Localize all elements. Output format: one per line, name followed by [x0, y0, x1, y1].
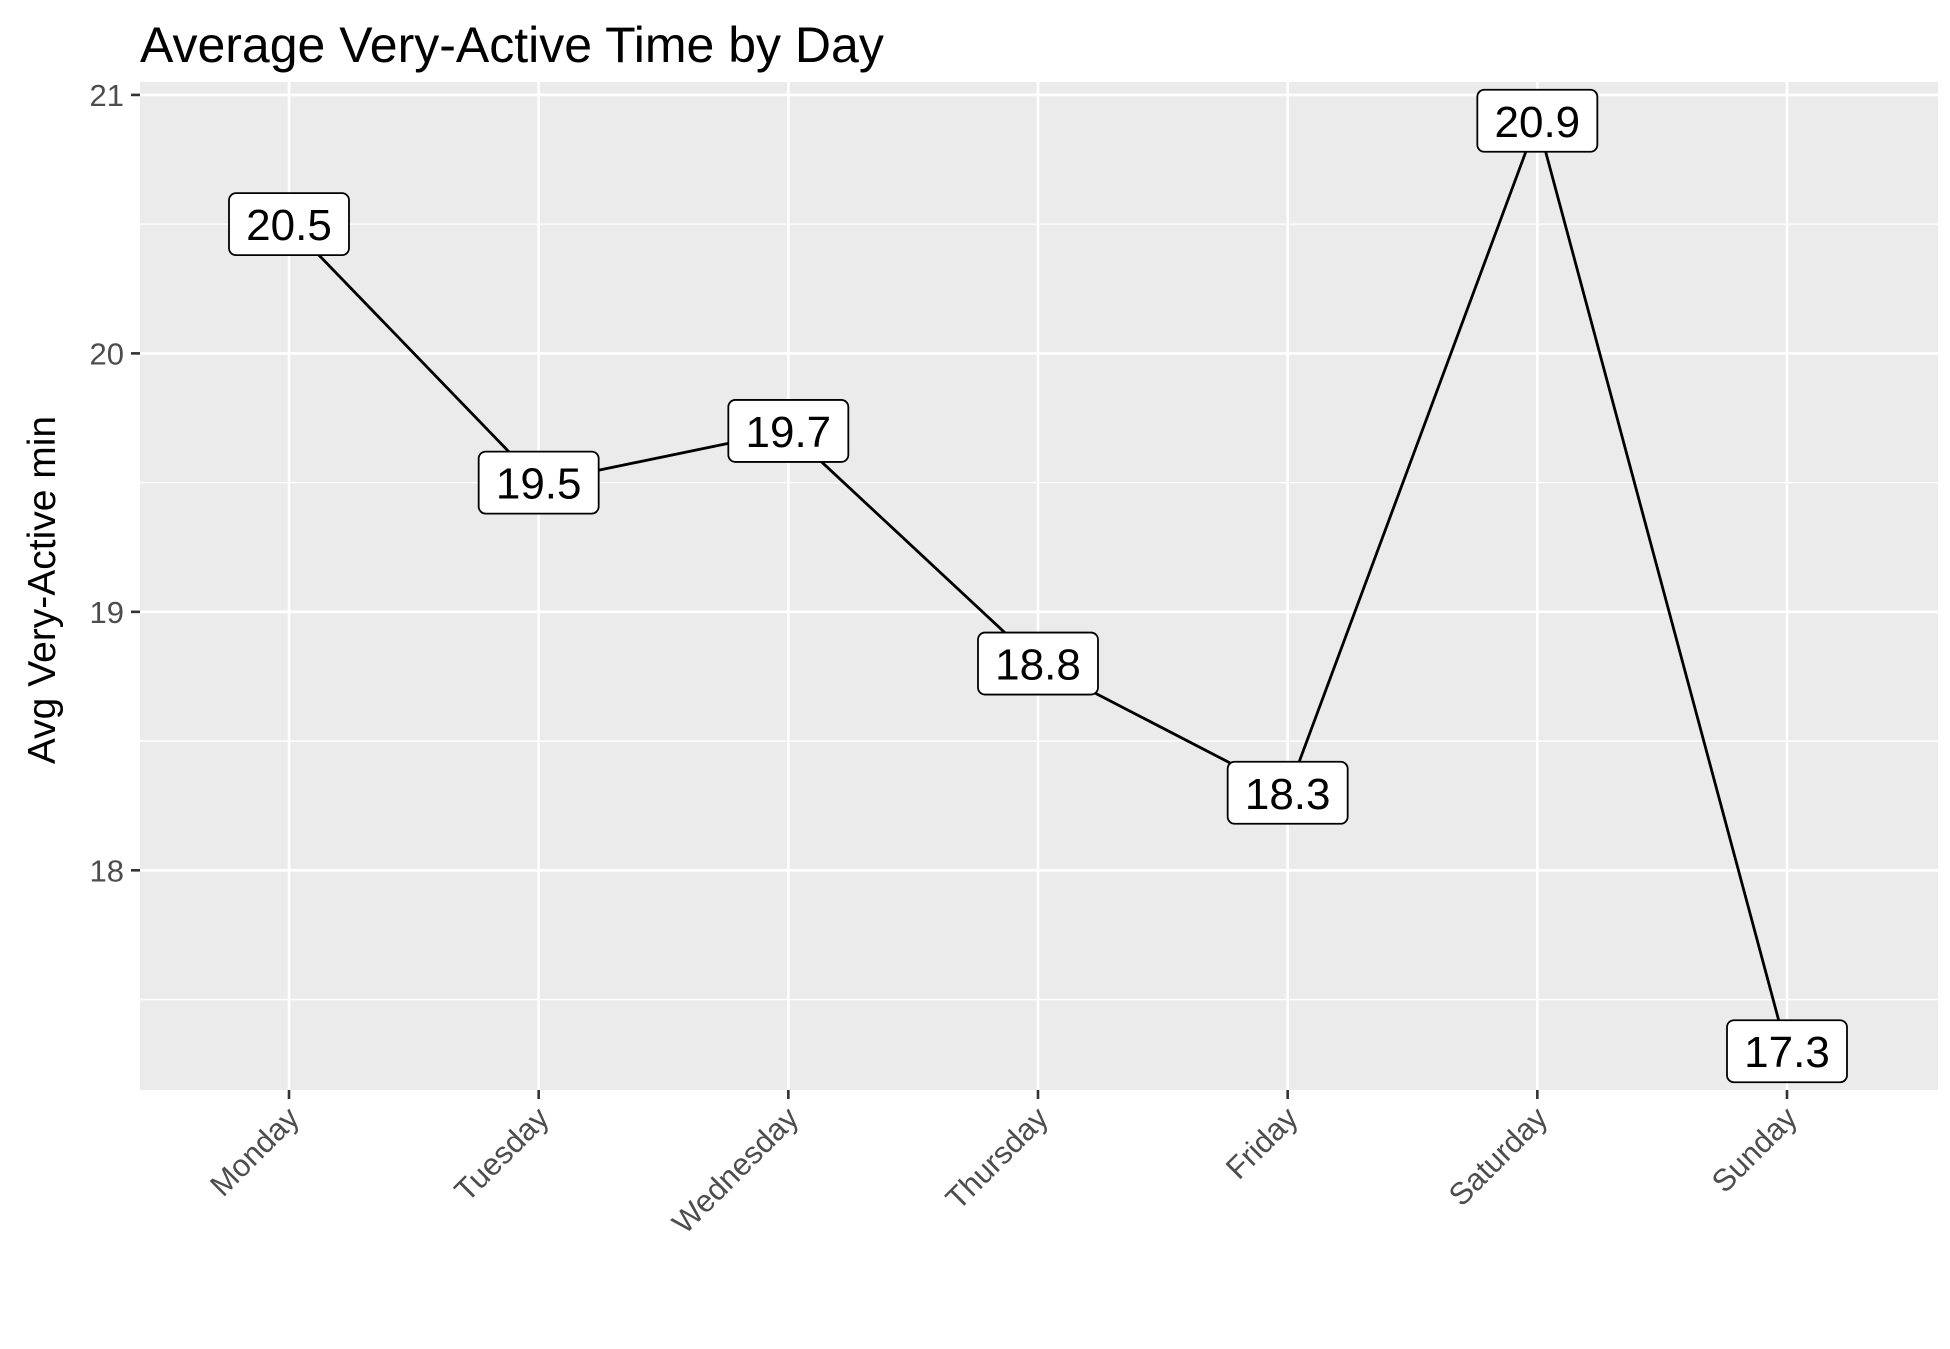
data-label: 18.8 [995, 641, 1081, 690]
data-label-box [977, 631, 1099, 696]
data-label-group: 20.9 [1476, 88, 1599, 153]
y-tick-label: 18 [90, 853, 124, 888]
data-label-box [1726, 1019, 1848, 1084]
data-label: 20.5 [246, 201, 332, 250]
data-label-group: 19.7 [727, 399, 850, 463]
data-label: 20.9 [1495, 98, 1581, 147]
data-label-box [727, 399, 850, 463]
chart-title: Average Very-Active Time by Day [140, 17, 884, 73]
data-label-group: 17.3 [1726, 1019, 1848, 1084]
data-label: 19.5 [496, 460, 582, 509]
data-label: 17.3 [1744, 1028, 1830, 1077]
y-axis-title: Avg Very-Active min [21, 416, 64, 764]
y-tick-label: 19 [90, 595, 124, 630]
data-label: 18.3 [1245, 770, 1331, 819]
data-label-group: 18.3 [1226, 760, 1349, 825]
data-label-box [477, 450, 600, 515]
data-label-group: 20.5 [228, 192, 350, 257]
y-tick-label: 21 [90, 78, 124, 113]
data-label-group: 18.8 [977, 631, 1099, 696]
data-label-box [228, 192, 350, 257]
y-tick-label: 20 [90, 336, 124, 371]
data-label: 19.7 [746, 408, 832, 457]
data-label-box [1476, 88, 1599, 153]
data-label-group: 19.5 [477, 450, 600, 515]
data-label-box [1226, 760, 1349, 825]
